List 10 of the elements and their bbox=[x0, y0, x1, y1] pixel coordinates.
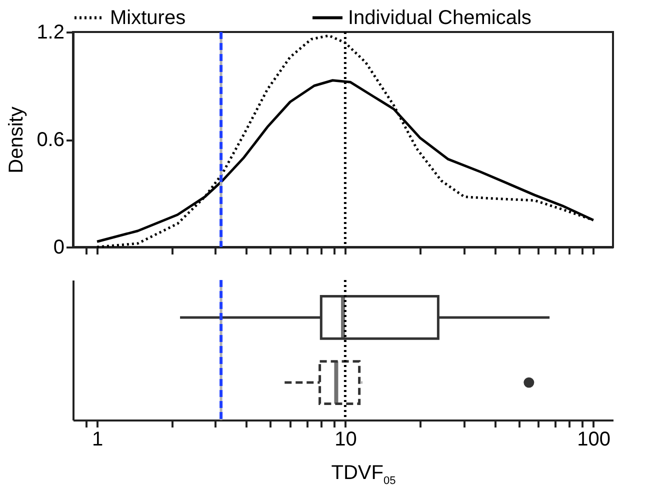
legend-label: Individual Chemicals bbox=[348, 6, 532, 29]
y-tick-label: 1.2 bbox=[36, 22, 64, 44]
y-tick-label: 0 bbox=[53, 236, 64, 258]
x-tick-label: 10 bbox=[334, 428, 357, 450]
y-tick-label: 0.6 bbox=[36, 129, 64, 151]
x-tick-label: 100 bbox=[577, 428, 611, 450]
x-tick-label: 1 bbox=[92, 428, 104, 450]
x-axis-title: TDVF$_{05}$ bbox=[330, 462, 397, 487]
legend-label: Mixtures bbox=[110, 6, 186, 29]
y-axis-title: Density bbox=[6, 106, 28, 174]
